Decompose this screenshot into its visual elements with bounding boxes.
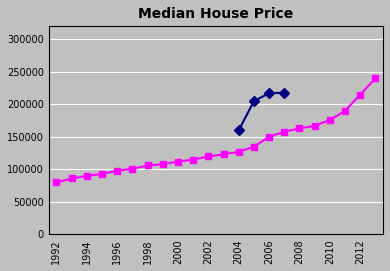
Title: Median House Price: Median House Price xyxy=(138,7,294,21)
